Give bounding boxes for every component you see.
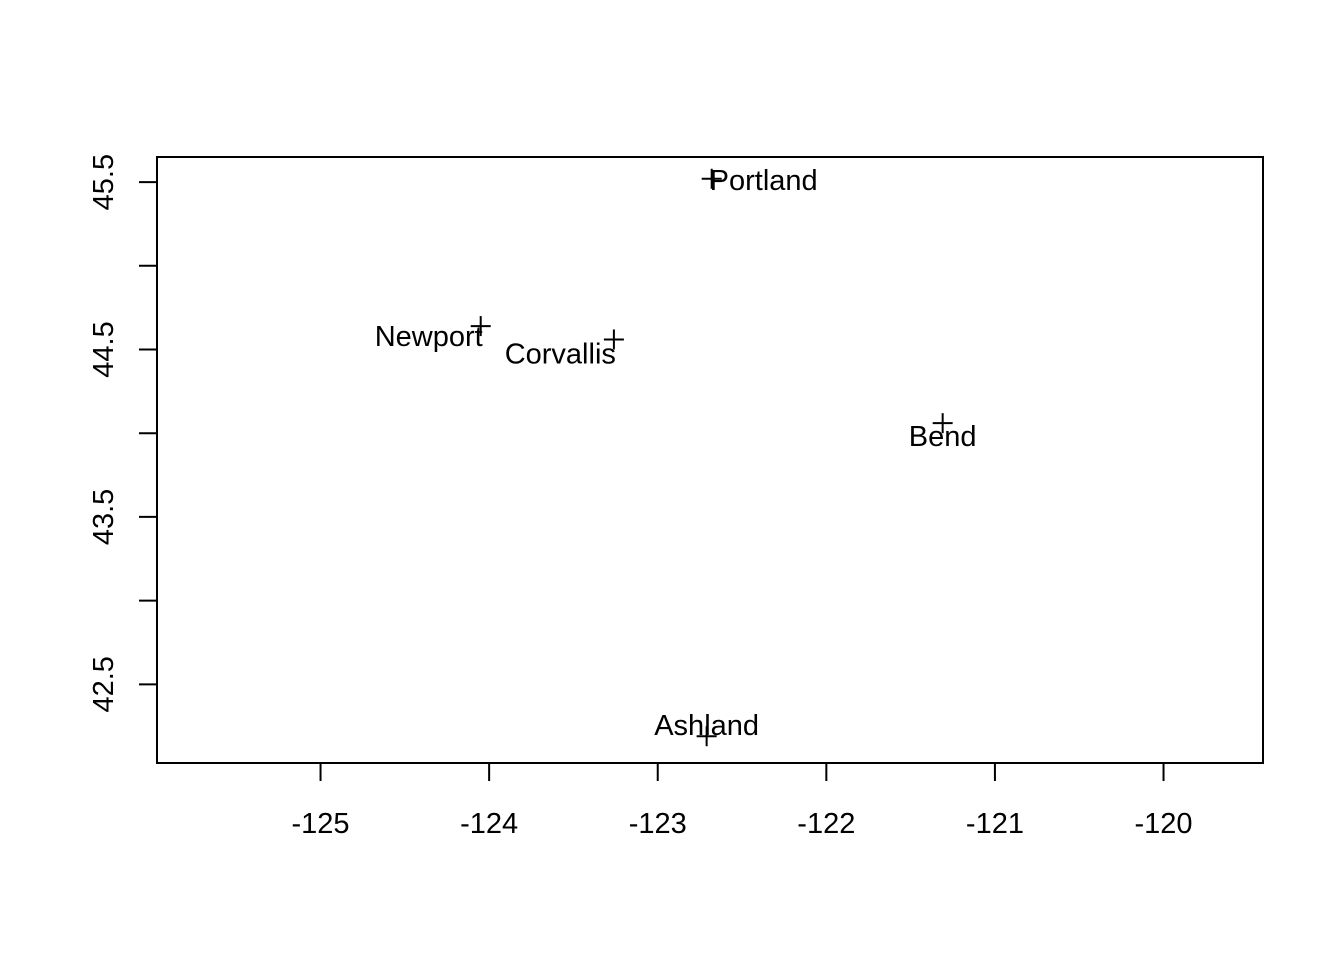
x-axis: -125 -124 -123 -122 -121 -120 (292, 762, 1193, 840)
point-label: Bend (909, 421, 977, 453)
x-tick-label: -124 (460, 808, 518, 840)
x-tick-label: -123 (629, 808, 687, 840)
data-point (701, 168, 722, 189)
x-tick-label: -120 (1135, 808, 1193, 840)
x-tick-label: -121 (966, 808, 1024, 840)
point-label: Portland (710, 165, 818, 197)
plot-frame (156, 156, 1264, 764)
y-tick-label: 44.5 (88, 321, 120, 377)
y-tick-label: 42.5 (88, 656, 120, 712)
point-label: Newport (375, 321, 483, 353)
data-points: Portland Newport Corvallis Bend Ashland (375, 165, 977, 747)
y-tick-label: 43.5 (88, 489, 120, 545)
y-axis: 42.5 43.5 44.5 45.5 (88, 154, 158, 713)
point-label: Ashland (654, 710, 759, 742)
x-tick-label: -122 (797, 808, 855, 840)
data-point (932, 413, 953, 434)
data-point (696, 726, 717, 747)
x-tick-label: -125 (292, 808, 350, 840)
y-tick-label: 45.5 (88, 154, 120, 210)
data-point (603, 329, 624, 350)
point-label: Corvallis (505, 338, 616, 370)
data-point (470, 316, 491, 337)
